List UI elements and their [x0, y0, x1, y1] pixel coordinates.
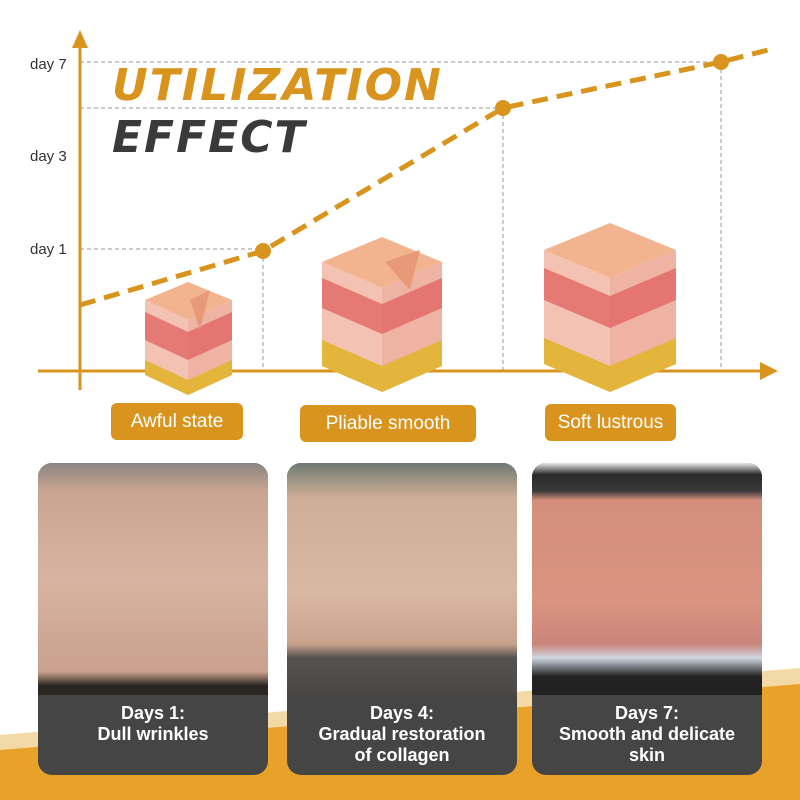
point-day4	[495, 100, 511, 116]
result-card-day7: Days 7: Smooth and delicate skin	[532, 463, 762, 775]
y-tick-day7: day 7	[30, 56, 67, 73]
skin-cube-3	[544, 223, 676, 392]
point-day1	[255, 243, 271, 259]
y-axis-arrow	[72, 30, 88, 48]
card-day: Days 7:	[614, 703, 680, 723]
effect-chart	[38, 30, 778, 395]
card-desc: Dull wrinkles	[97, 724, 209, 744]
card-day: Days 4:	[369, 703, 435, 723]
result-card-day4: Days 4: Gradual restoration of collagen	[287, 463, 517, 775]
photo-day4	[287, 463, 517, 695]
card-desc: Smooth and delicate	[558, 724, 736, 744]
skin-cube-1	[145, 282, 232, 395]
point-day7	[713, 54, 729, 70]
stage-label-pliable: Pliable smooth	[300, 405, 476, 442]
title-utilization: UTILIZATION	[112, 60, 443, 111]
card-day: Days 1:	[120, 703, 186, 723]
effect-line	[79, 47, 769, 308]
card-desc-2: of collagen	[354, 745, 450, 765]
card-desc: Gradual restoration	[318, 724, 486, 744]
stage-label-awful: Awful state	[111, 403, 243, 440]
y-tick-day1: day 1	[30, 241, 67, 258]
title-effect: EFFECT	[112, 112, 307, 163]
x-axis-arrow	[760, 362, 778, 380]
photo-day1	[38, 463, 268, 695]
card-desc-2: skin	[628, 745, 666, 765]
skin-cube-2	[322, 237, 442, 392]
result-card-day1: Days 1: Dull wrinkles	[38, 463, 268, 775]
photo-day7	[532, 463, 762, 695]
stage-label-soft: Soft lustrous	[545, 404, 676, 441]
y-tick-day3: day 3	[30, 148, 67, 165]
